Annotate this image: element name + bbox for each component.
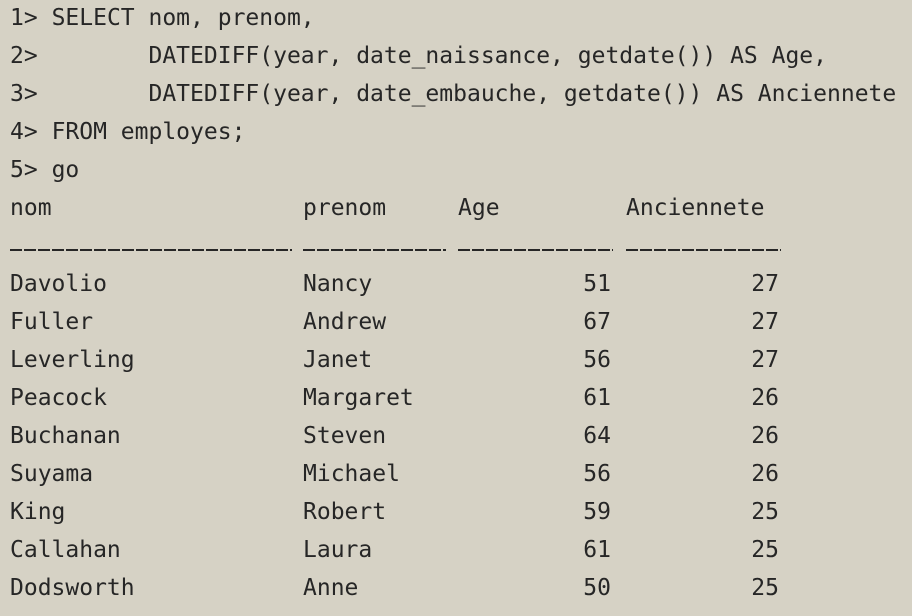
cell-nom: Suyama bbox=[10, 461, 94, 487]
line-prompt: 5> bbox=[10, 157, 38, 183]
cell-anciennete: 25 bbox=[751, 537, 779, 563]
cell-anciennete: 27 bbox=[751, 347, 779, 373]
query-line: 4> FROM employes; bbox=[10, 117, 912, 155]
column-header-anciennete: Anciennete bbox=[626, 195, 765, 221]
cell-anciennete: 26 bbox=[751, 385, 779, 411]
cell-nom: Peacock bbox=[10, 385, 107, 411]
separator-anciennete bbox=[626, 249, 781, 251]
line-prompt: 2> bbox=[10, 43, 38, 69]
cell-age: 64 bbox=[583, 423, 611, 449]
line-code: go bbox=[51, 157, 80, 183]
table-row: Peacock Margaret 61 26 bbox=[10, 383, 912, 421]
table-row: Davolio Nancy 51 27 bbox=[10, 269, 912, 307]
line-code: FROM employes; bbox=[51, 119, 246, 145]
table-row: King Robert 59 25 bbox=[10, 497, 912, 535]
line-prompt: 4> bbox=[10, 119, 38, 145]
cell-anciennete: 27 bbox=[751, 309, 779, 335]
cell-anciennete: 25 bbox=[751, 575, 779, 601]
cell-nom: King bbox=[10, 499, 66, 525]
line-code: SELECT nom, prenom, bbox=[51, 5, 315, 31]
cell-nom: Dodsworth bbox=[10, 575, 135, 601]
cell-nom: Leverling bbox=[10, 347, 135, 373]
cell-anciennete: 26 bbox=[751, 423, 779, 449]
cell-prenom: Robert bbox=[303, 499, 387, 525]
line-prompt: 1> bbox=[10, 5, 38, 31]
column-header-age: Age bbox=[458, 195, 500, 221]
cell-prenom: Nancy bbox=[303, 271, 373, 297]
cell-nom: Davolio bbox=[10, 271, 107, 297]
cell-prenom: Andrew bbox=[303, 309, 387, 335]
cell-prenom: Janet bbox=[303, 347, 373, 373]
cell-age: 51 bbox=[583, 271, 611, 297]
query-line: 3> DATEDIFF(year, date_embauche, getdate… bbox=[10, 79, 912, 117]
cell-prenom: Anne bbox=[303, 575, 359, 601]
result-header-row: nom prenom Age Anciennete bbox=[10, 193, 912, 231]
cell-nom: Fuller bbox=[10, 309, 94, 335]
column-header-nom: nom bbox=[10, 195, 52, 221]
table-row: Fuller Andrew 67 27 bbox=[10, 307, 912, 345]
query-line: 1> SELECT nom, prenom, bbox=[10, 3, 912, 41]
table-row: Buchanan Steven 64 26 bbox=[10, 421, 912, 459]
cell-age: 56 bbox=[583, 461, 611, 487]
cell-age: 56 bbox=[583, 347, 611, 373]
cell-nom: Buchanan bbox=[10, 423, 121, 449]
separator-prenom bbox=[303, 249, 446, 251]
line-code: DATEDIFF(year, date_embauche, getdate())… bbox=[51, 81, 897, 107]
cell-anciennete: 25 bbox=[751, 499, 779, 525]
cell-prenom: Steven bbox=[303, 423, 387, 449]
cell-age: 67 bbox=[583, 309, 611, 335]
line-prompt: 3> bbox=[10, 81, 38, 107]
cell-age: 59 bbox=[583, 499, 611, 525]
table-row: Suyama Michael 56 26 bbox=[10, 459, 912, 497]
query-line: 5> go bbox=[10, 155, 912, 193]
result-rows: Davolio Nancy 51 27 Fuller Andrew 67 27 Leverlin… bbox=[10, 269, 912, 611]
column-header-prenom: prenom bbox=[303, 195, 387, 221]
table-row: Callahan Laura 61 25 bbox=[10, 535, 912, 573]
cell-nom: Callahan bbox=[10, 537, 121, 563]
query-line: 2> DATEDIFF(year, date_naissance, getdat… bbox=[10, 41, 912, 79]
table-row: Leverling Janet 56 27 bbox=[10, 345, 912, 383]
cell-anciennete: 27 bbox=[751, 271, 779, 297]
separator-age bbox=[458, 249, 613, 251]
cell-age: 61 bbox=[583, 537, 611, 563]
table-row: Dodsworth Anne 50 25 bbox=[10, 573, 912, 611]
header-separator bbox=[10, 231, 912, 269]
separator-nom bbox=[10, 249, 292, 251]
cell-prenom: Michael bbox=[303, 461, 400, 487]
cell-prenom: Margaret bbox=[303, 385, 414, 411]
cell-anciennete: 26 bbox=[751, 461, 779, 487]
cell-prenom: Laura bbox=[303, 537, 373, 563]
cell-age: 50 bbox=[583, 575, 611, 601]
line-code: DATEDIFF(year, date_naissance, getdate()… bbox=[51, 43, 828, 69]
cell-age: 61 bbox=[583, 385, 611, 411]
